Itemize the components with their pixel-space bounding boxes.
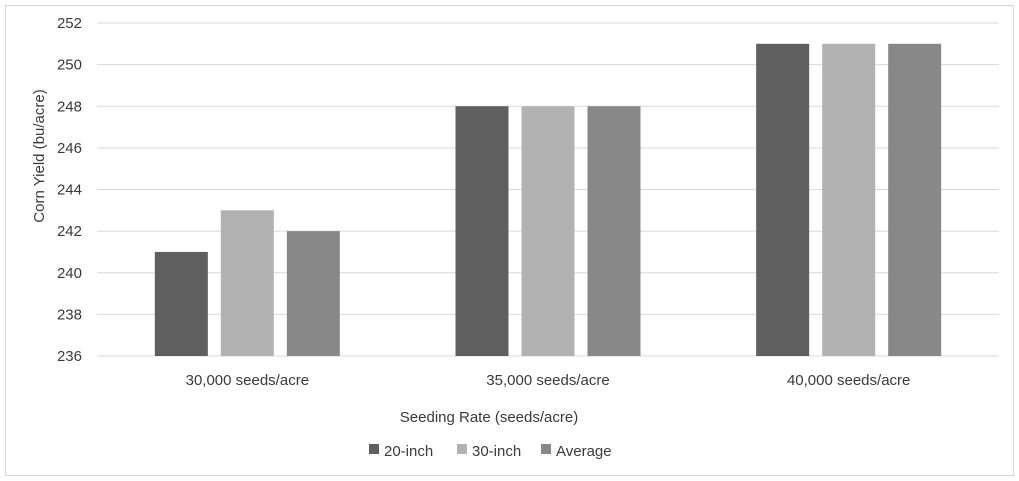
- bar-20-inch-2: [756, 43, 810, 356]
- bar-30-inch-1: [521, 106, 575, 356]
- y-tick-label: 246: [57, 140, 82, 157]
- bar-30-inch-0: [220, 210, 274, 356]
- x-tick-label: 40,000 seeds/acre: [787, 372, 910, 389]
- bar-average-1: [587, 106, 641, 356]
- legend-label: 20-inch: [384, 443, 433, 460]
- y-tick-label: 250: [57, 57, 82, 74]
- x-axis-title: Seeding Rate (seeds/acre): [400, 409, 578, 426]
- bar-20-inch-1: [455, 106, 509, 356]
- y-tick-label: 238: [57, 306, 82, 323]
- y-tick-label: 240: [57, 265, 82, 282]
- legend-swatch: [541, 444, 551, 454]
- legend-label: Average: [556, 443, 612, 460]
- y-tick-label: 252: [57, 15, 82, 32]
- bars: [154, 43, 942, 356]
- legend-swatch: [457, 444, 467, 454]
- y-tick-label: 236: [57, 348, 82, 365]
- bar-30-inch-2: [822, 43, 876, 356]
- legend-swatch: [369, 444, 379, 454]
- y-tick-label: 248: [57, 98, 82, 115]
- x-axis-ticks: 30,000 seeds/acre 35,000 seeds/acre 40,000…: [186, 372, 911, 389]
- legend-item-average: Average: [541, 443, 612, 460]
- legend-item-20-inch: 20-inch: [369, 443, 433, 460]
- legend: 20-inch 30-inch Average: [369, 443, 612, 460]
- legend-label: 30-inch: [472, 443, 521, 460]
- y-tick-label: 244: [57, 182, 82, 199]
- x-tick-label: 35,000 seeds/acre: [486, 372, 609, 389]
- y-axis-title: Corn Yield (bu/acre): [31, 89, 48, 222]
- y-axis-ticks: 236 238 240 242 244 246 248 250 252: [57, 15, 82, 365]
- bar-average-0: [286, 231, 340, 356]
- bar-20-inch-0: [154, 251, 208, 356]
- y-tick-label: 242: [57, 223, 82, 240]
- x-tick-label: 30,000 seeds/acre: [186, 372, 309, 389]
- legend-item-30-inch: 30-inch: [457, 443, 521, 460]
- bar-average-2: [888, 43, 942, 356]
